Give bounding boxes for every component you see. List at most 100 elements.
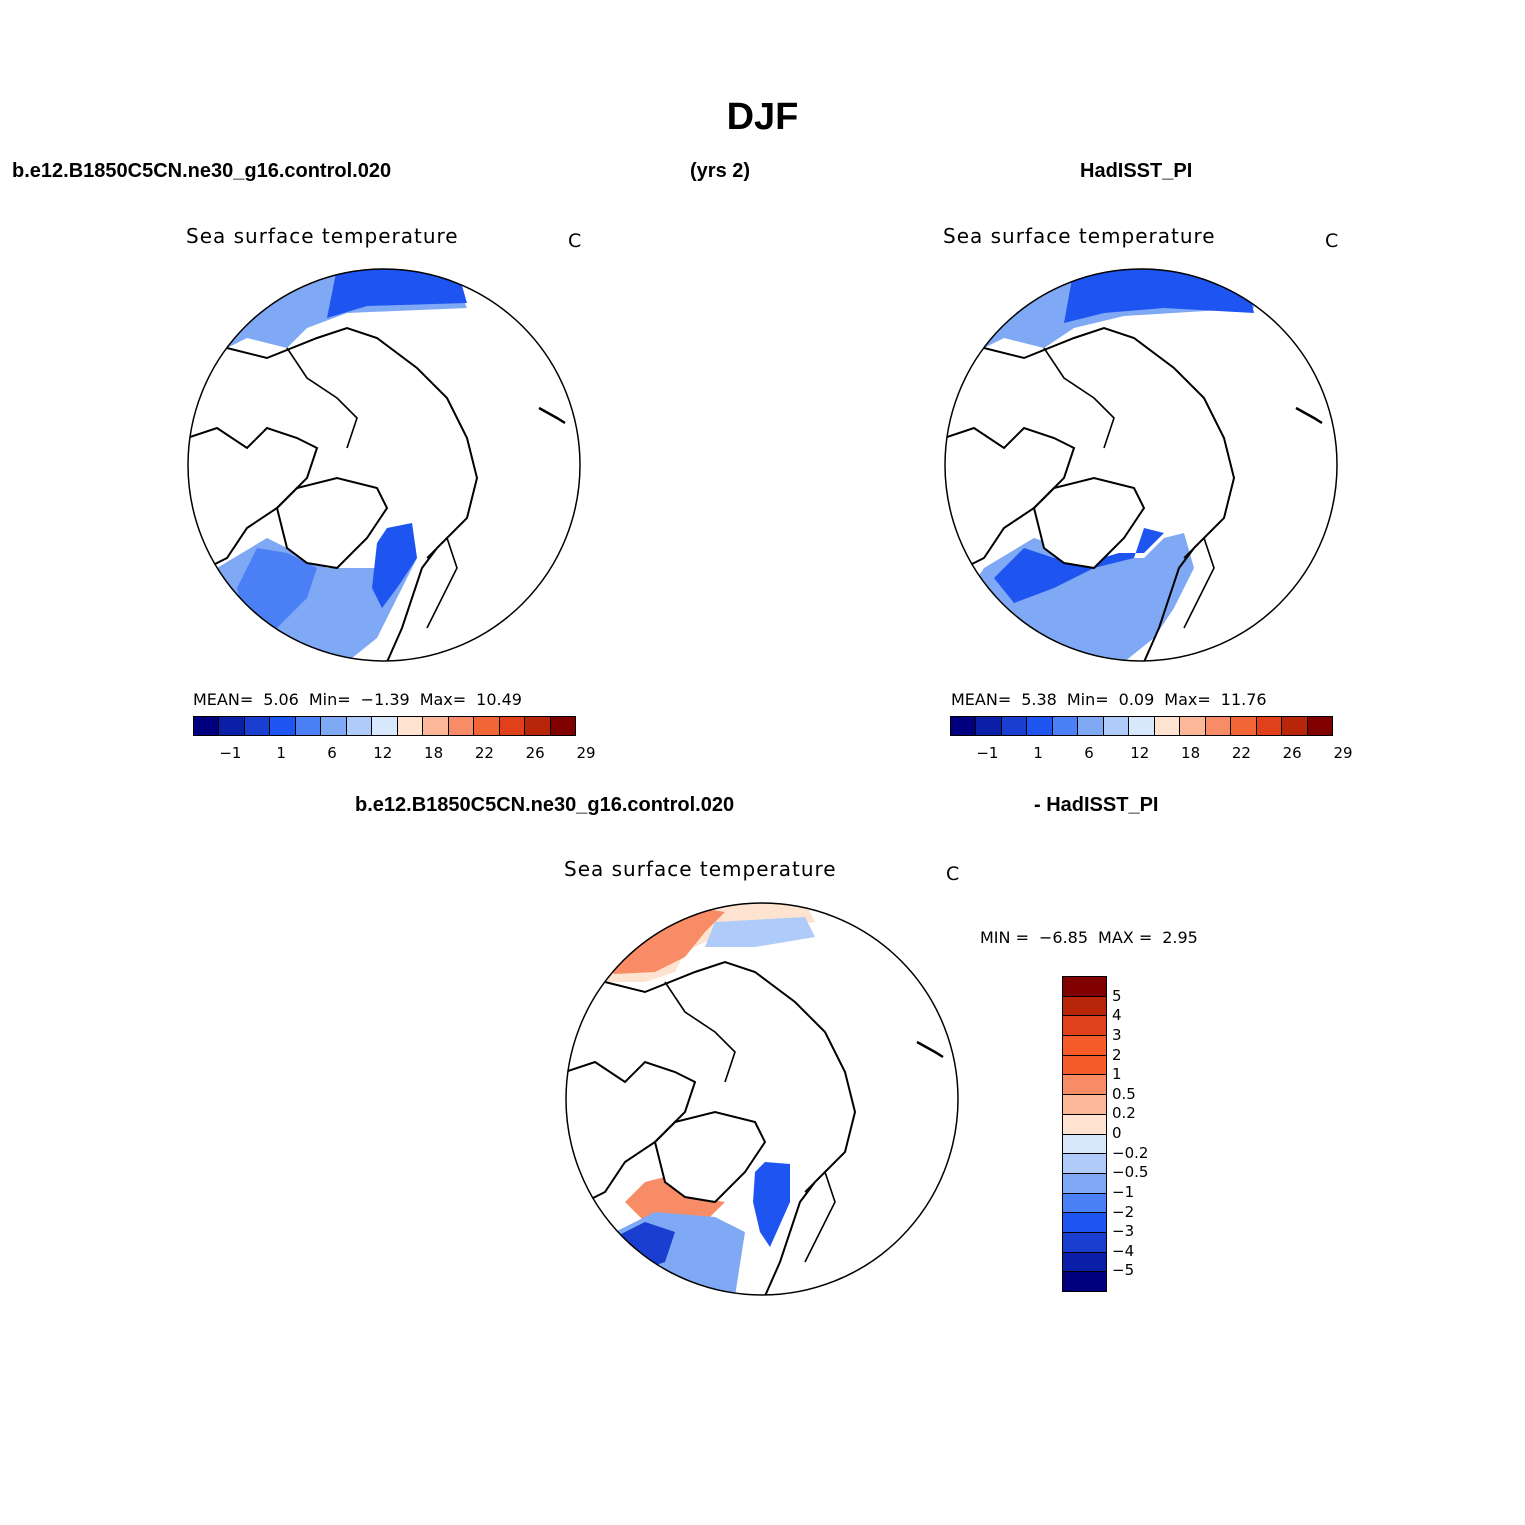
min-label: Min= bbox=[1066, 690, 1109, 709]
colorbar-tick-label: −4 bbox=[1112, 1241, 1135, 1260]
colorbar-swatch bbox=[1063, 1272, 1106, 1291]
colorbar-swatch bbox=[423, 717, 449, 735]
diff-field-norwegian bbox=[753, 1162, 790, 1247]
sst-field-pacific-north bbox=[327, 269, 467, 318]
colorbar-swatch bbox=[1052, 717, 1079, 735]
colorbar-swatch bbox=[1027, 717, 1053, 735]
min-label: MIN = bbox=[980, 928, 1029, 947]
colorbar-swatch bbox=[499, 717, 526, 735]
panel-obs-colorbar-labels: −1 1 6 12 18 22 26 29 bbox=[950, 744, 1352, 764]
colorbar-tick-label: 5 bbox=[1112, 986, 1122, 1005]
colorbar-swatch bbox=[1078, 717, 1104, 735]
colorbar-tick-label: 29 bbox=[576, 744, 596, 762]
colorbar-swatch bbox=[1063, 1193, 1106, 1214]
colorbar-swatch bbox=[1063, 1114, 1106, 1135]
colorbar-tick-label: −5 bbox=[1112, 1261, 1135, 1280]
colorbar-tick-label: 0 bbox=[1112, 1124, 1122, 1142]
colorbar-tick-label: 12 bbox=[1130, 744, 1150, 762]
panel-obs-colorbar bbox=[950, 716, 1333, 736]
panel-model-stats: MEAN= 5.06 Min= −1.39 Max= 10.49 bbox=[193, 690, 532, 709]
colorbar-swatch bbox=[1063, 1016, 1106, 1037]
colorbar-tick-label: −1 bbox=[976, 744, 999, 762]
panel-model-map bbox=[187, 268, 581, 662]
diff-header-model-case: b.e12.B1850C5CN.ne30_g16.control.020 bbox=[355, 794, 735, 816]
coastline-europe bbox=[426, 536, 458, 629]
colorbar-swatch bbox=[194, 717, 220, 735]
colorbar-tick-label: −3 bbox=[1112, 1222, 1135, 1241]
colorbar-swatch bbox=[1180, 717, 1206, 735]
panel-obs-units: C bbox=[1325, 230, 1339, 252]
colorbar-swatch bbox=[397, 717, 424, 735]
colorbar-tick-label: 22 bbox=[474, 744, 494, 762]
panel-diff-map bbox=[565, 902, 959, 1296]
colorbar-swatch bbox=[1063, 1036, 1106, 1056]
colorbar-swatch bbox=[1063, 1134, 1106, 1155]
colorbar-swatch bbox=[1063, 1173, 1106, 1194]
colorbar-tick-label: −0.2 bbox=[1112, 1143, 1149, 1162]
colorbar-swatch bbox=[1063, 1252, 1106, 1273]
colorbar-swatch bbox=[1001, 717, 1028, 735]
min-value: 0.09 bbox=[1118, 690, 1155, 709]
sst-field-norwegian bbox=[372, 523, 417, 608]
colorbar-swatch bbox=[1282, 717, 1308, 735]
coastline-asia bbox=[226, 326, 479, 661]
colorbar-swatch bbox=[951, 717, 977, 735]
colorbar-tick-label: 6 bbox=[327, 744, 337, 762]
colorbar-tick-label: 3 bbox=[1112, 1025, 1122, 1044]
colorbar-swatch bbox=[1063, 1095, 1106, 1115]
colorbar-tick-label: 1 bbox=[1112, 1065, 1122, 1084]
diff-field-labrador-warm bbox=[625, 1177, 725, 1222]
sst-field-atlantic-cold bbox=[237, 548, 317, 628]
colorbar-swatch bbox=[1063, 1213, 1106, 1233]
colorbar-swatch bbox=[1063, 1232, 1106, 1253]
max-value: 2.95 bbox=[1162, 928, 1198, 947]
colorbar-tick-label: 18 bbox=[424, 744, 444, 762]
max-label: Max= bbox=[419, 690, 467, 709]
panel-model-units: C bbox=[568, 230, 582, 252]
figure-title: DJF bbox=[726, 96, 799, 138]
coastline-islands bbox=[1295, 406, 1323, 425]
colorbar-swatch bbox=[270, 717, 296, 735]
max-label: MAX = bbox=[1098, 928, 1153, 947]
colorbar-swatch bbox=[1103, 717, 1130, 735]
coastline-alaska bbox=[664, 981, 736, 1083]
min-value: −1.39 bbox=[360, 690, 410, 709]
coastline-asia bbox=[983, 326, 1236, 661]
max-value: 10.49 bbox=[476, 690, 522, 709]
panel-diff-colorbar bbox=[1062, 976, 1107, 1292]
colorbar-swatch bbox=[1154, 717, 1181, 735]
min-value: −6.85 bbox=[1038, 928, 1089, 947]
coastline-islands bbox=[916, 1040, 944, 1059]
colorbar-swatch bbox=[1256, 717, 1283, 735]
colorbar-swatch bbox=[1063, 996, 1106, 1017]
mean-label: MEAN= bbox=[951, 690, 1012, 709]
colorbar-swatch bbox=[295, 717, 322, 735]
max-value: 11.76 bbox=[1220, 690, 1267, 709]
colorbar-swatch bbox=[550, 717, 576, 735]
colorbar-swatch bbox=[1231, 717, 1257, 735]
colorbar-swatch bbox=[976, 717, 1002, 735]
coastline-americas bbox=[945, 426, 1076, 569]
colorbar-tick-label: 4 bbox=[1112, 1006, 1122, 1025]
diff-header-obs-case: - HadISST_PI bbox=[1034, 794, 1159, 816]
colorbar-swatch bbox=[1129, 717, 1155, 735]
mean-label: MEAN= bbox=[193, 690, 254, 709]
colorbar-swatch bbox=[346, 717, 373, 735]
coastline-europe bbox=[1183, 536, 1215, 629]
colorbar-tick-label: 18 bbox=[1181, 744, 1201, 762]
colorbar-tick-label: −2 bbox=[1112, 1202, 1135, 1221]
colorbar-tick-label: 26 bbox=[1282, 744, 1302, 762]
coastline-alaska bbox=[286, 347, 358, 449]
panel-diff-title: Sea surface temperature bbox=[564, 857, 837, 881]
coastline-europe bbox=[804, 1170, 836, 1263]
panel-model-colorbar bbox=[193, 716, 576, 736]
colorbar-tick-label: 2 bbox=[1112, 1045, 1122, 1064]
panel-diff-stats: MIN = −6.85 MAX = 2.95 bbox=[980, 928, 1208, 947]
colorbar-tick-label: 6 bbox=[1084, 744, 1094, 762]
sst-field-pacific-north bbox=[1064, 269, 1254, 323]
colorbar-tick-label: 1 bbox=[276, 744, 286, 762]
panel-diff-colorbar-labels: 5 4 3 2 1 0.5 0.2 0 −0.2 −0.5 −1 −2 −3 −4 −5 bbox=[1112, 976, 1192, 1290]
colorbar-swatch bbox=[321, 717, 347, 735]
colorbar-swatch bbox=[1205, 717, 1232, 735]
diff-field-pacific-cool bbox=[705, 917, 815, 947]
